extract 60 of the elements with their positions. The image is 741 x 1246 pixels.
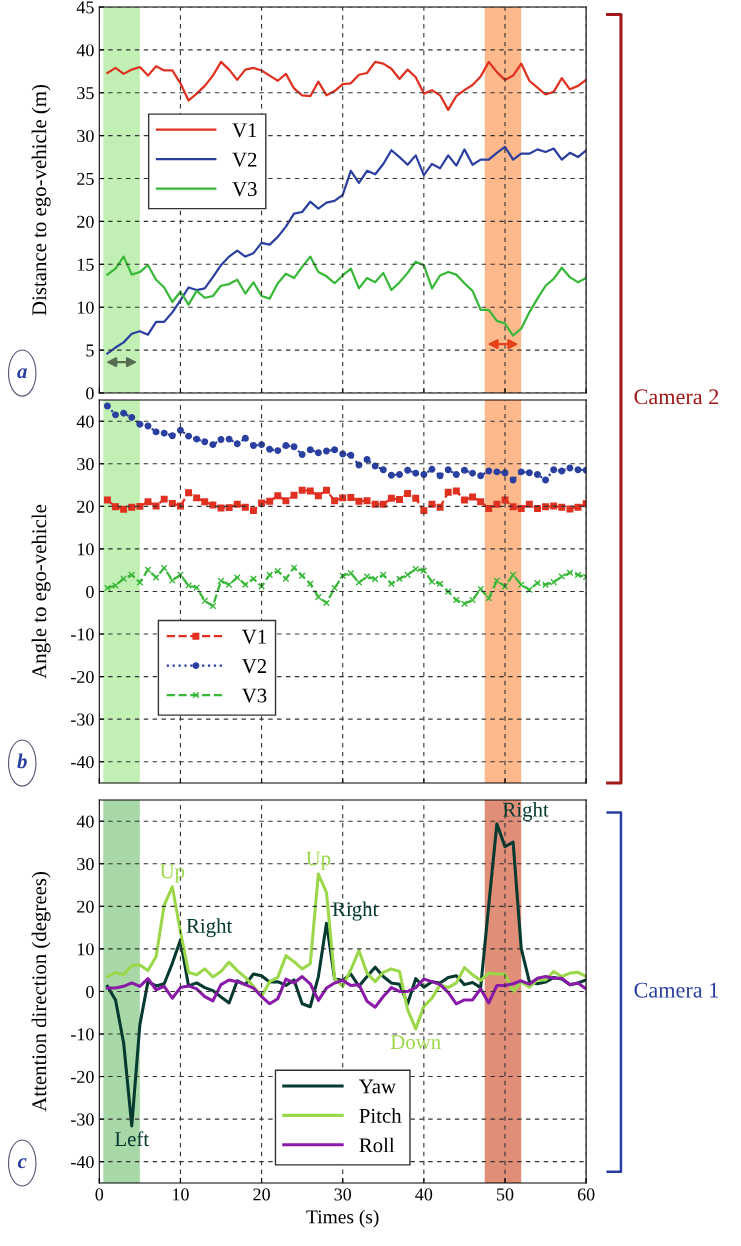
- legend-label: V1: [241, 629, 266, 644]
- y-tick-label: 15: [77, 258, 94, 271]
- y-tick-label: 0: [86, 387, 94, 400]
- y-tick-label: 40: [76, 415, 94, 428]
- y-tick-label: 30: [77, 458, 94, 471]
- y-tick-label: 25: [77, 172, 94, 185]
- annotation: Right: [186, 918, 233, 938]
- text: Camera 1: [634, 982, 718, 998]
- y-tick-label: -40: [71, 755, 94, 769]
- x-tick-label: 40: [415, 1188, 433, 1201]
- y-tick-label: 10: [77, 943, 94, 956]
- legend-label: V2: [232, 152, 257, 167]
- y-axis-title: Distance to ego-vehicle (m): [31, 84, 51, 316]
- y-tick-label: 20: [77, 900, 94, 913]
- y-tick-label: 30: [77, 129, 94, 143]
- y-axis-title: Attention direction (degrees): [31, 872, 51, 1112]
- text: b: [17, 753, 27, 769]
- legend-label: V1: [232, 123, 257, 138]
- y-tick-label: -10: [71, 628, 94, 641]
- text: a: [17, 368, 27, 379]
- annotation: Up: [160, 864, 185, 883]
- y-tick-label: 10: [77, 543, 94, 556]
- y-tick-label: 20: [77, 215, 94, 228]
- y-tick-label: 0: [86, 585, 94, 598]
- text: c: [17, 1158, 27, 1169]
- y-tick-label: 5: [86, 344, 94, 357]
- annotation: Down: [390, 1035, 441, 1050]
- y-axis-title: Angle to ego-vehicle: [31, 504, 51, 679]
- y-tick-label: 10: [77, 301, 94, 314]
- legend-label: Roll: [359, 1137, 395, 1153]
- y-tick-label: 0: [86, 985, 94, 998]
- x-tick-label: 50: [497, 1188, 514, 1201]
- annotation: Left: [115, 1131, 149, 1147]
- y-tick-label: -40: [71, 1155, 94, 1169]
- y-tick-label: 20: [77, 500, 94, 513]
- annotation: Right: [503, 802, 549, 821]
- y-tick-label: -10: [71, 1028, 94, 1041]
- x-tick-label: 20: [253, 1188, 270, 1201]
- y-tick-label: -20: [71, 670, 94, 684]
- y-tick-label: -30: [71, 1113, 94, 1126]
- y-tick-label: 40: [76, 815, 94, 828]
- y-tick-label: 35: [77, 87, 94, 100]
- legend-label: Pitch: [359, 1108, 402, 1123]
- y-tick-label: 40: [76, 44, 94, 57]
- legend-label: V3: [232, 182, 257, 197]
- y-tick-label: -20: [71, 1070, 94, 1083]
- annotation: Up: [306, 851, 331, 870]
- y-tick-label: 30: [77, 858, 94, 871]
- x-tick-label: 0: [95, 1188, 104, 1201]
- legend-label: V3: [241, 688, 267, 703]
- x-axis-title: Times (s): [306, 1209, 379, 1228]
- x-tick-label: 30: [334, 1188, 352, 1201]
- x-tick-label: 60: [577, 1188, 595, 1201]
- text: Camera 2: [634, 389, 719, 405]
- y-tick-label: -30: [71, 713, 94, 726]
- y-tick-label: 45: [76, 1, 94, 14]
- legend-label: V2: [241, 659, 267, 674]
- annotation: Right: [332, 901, 379, 921]
- x-tick-label: 10: [172, 1188, 189, 1201]
- legend-label: Yaw: [359, 1079, 396, 1094]
